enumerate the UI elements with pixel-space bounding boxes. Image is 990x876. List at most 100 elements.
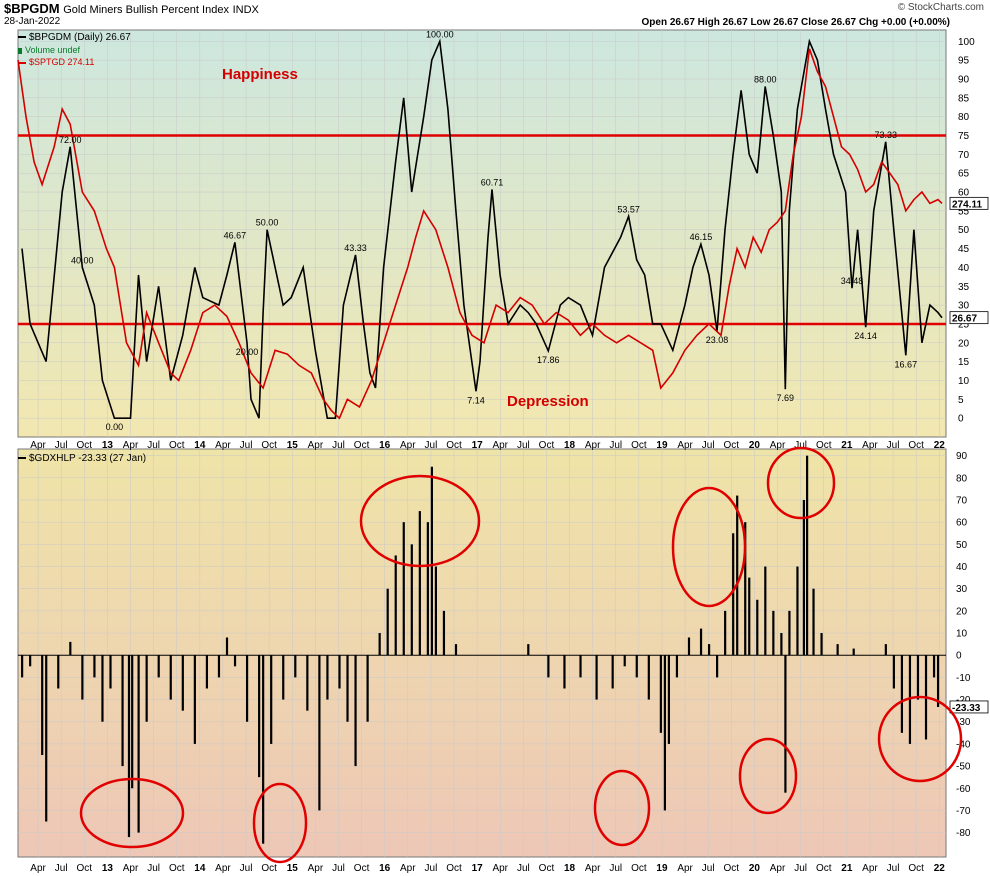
data-label: 46.67 [224,230,247,240]
x-tick-label: 21 [841,440,853,451]
y-tick-label: 75 [958,131,970,142]
gdxhlp-bar [611,655,614,689]
x-tick-label: Apr [215,863,231,874]
data-label: 60.71 [481,177,504,187]
chart-date: 28-Jan-2022 [4,16,61,27]
legend-item-volume: Volume undef [18,44,131,56]
y-tick-label: 80 [958,112,970,123]
gdxhlp-bar [233,655,237,667]
gdxhlp-bar [884,644,887,656]
y-tick-label: -40 [956,739,971,750]
y-tick-label: 30 [956,584,968,595]
x-tick-label: 21 [841,863,853,874]
gdxhlp-bar [667,655,671,744]
gdxhlp-bar [442,610,446,656]
x-tick-label: Apr [30,440,46,451]
top-panel-bg [17,29,947,438]
exchange: INDX [232,4,259,16]
gdxhlp-bar [306,655,309,711]
x-tick-label: 13 [102,440,114,451]
x-tick-label: Oct [261,440,277,451]
legend-label: Volume undef [25,45,81,55]
gdxhlp-bar [434,566,438,656]
y-tick-label: 50 [956,540,968,551]
gdxhlp-bar [623,655,626,667]
gdxhlp-bar [687,637,691,656]
x-tick-label: Apr [308,440,324,451]
x-tick-label: Oct [354,440,370,451]
gdxhlp-bar [579,655,582,678]
gdxhlp-bar [764,566,767,656]
x-tick-label: Apr [862,863,878,874]
data-label: 23.08 [706,335,729,345]
x-tick-label: Jul [517,863,530,874]
top-legend: $BPGDM (Daily) 26.67 Volume undef $SPTGD… [18,32,131,68]
highlight-circle [252,782,308,864]
y-tick-label: 40 [956,562,968,573]
x-tick-label: Jul [332,863,345,874]
x-tick-label: Jul [609,863,622,874]
x-tick-label: Apr [30,863,46,874]
x-tick-label: Jul [794,440,807,451]
y-tick-label: 30 [958,301,970,312]
x-tick-label: Jul [55,440,68,451]
y-tick-label: 70 [958,150,970,161]
gdxhlp-bar [820,633,823,656]
gdxhlp-bar [647,655,650,700]
x-tick-label: Jul [702,863,715,874]
x-tick-label: 13 [102,863,114,874]
gdxhlp-bar [29,655,32,667]
gdxhlp-bar [900,655,904,733]
x-tick-label: Jul [609,440,622,451]
gdxhlp-bar [788,610,791,656]
x-tick-label: Oct [446,863,462,874]
gdxhlp-bar [270,655,273,744]
x-tick-label: 16 [379,440,391,451]
x-tick-label: 19 [656,863,668,874]
y-tick-label: 90 [956,451,968,462]
gdxhlp-bar [756,599,759,656]
x-tick-label: Jul [240,863,253,874]
x-tick-label: Apr [862,440,878,451]
gdxhlp-bar [454,644,458,656]
x-tick-label: Jul [425,440,438,451]
gdxhlp-bar [699,628,703,656]
value-tag-label: 26.67 [952,314,977,325]
gdxhlp-bar [780,633,783,656]
legend-label: $GDXHLP -23.33 (27 Jan) [29,453,147,464]
chart-header: $BPGDM Gold Miners Bullish Percent Index… [0,0,990,30]
x-tick-label: Apr [585,440,601,451]
y-tick-label: 40 [958,263,970,274]
bpgdm-line [21,38,943,419]
gdxhlp-bar [282,655,285,700]
x-tick-label: Oct [724,863,740,874]
y-tick-label: 55 [958,206,970,217]
gdxhlp-bar [563,655,566,689]
x-tick-label: Jul [240,440,253,451]
gdxhlp-bar [326,655,329,700]
data-label: 24.14 [854,331,877,341]
x-tick-label: 15 [287,863,299,874]
brand-watermark[interactable]: © StockCharts.com [897,2,984,13]
x-tick-label: Apr [585,863,601,874]
gdxhlp-bar [748,577,751,656]
highlight-circle [359,474,481,568]
gdxhlp-bar [169,655,172,700]
highlight-circle [593,769,651,847]
gdxhlp-bar [127,655,131,838]
y-tick-label: 10 [958,376,970,387]
y-tick-label: 85 [958,93,970,104]
x-tick-label: Apr [308,863,324,874]
gdxhlp-bar [294,655,297,678]
x-tick-label: 14 [194,440,206,451]
gdxhlp-bar [732,533,735,656]
x-tick-label: Oct [169,440,185,451]
x-tick-label: Jul [887,440,900,451]
bottom-legend: $GDXHLP -23.33 (27 Jan) [18,453,146,464]
legend-swatch [18,47,22,54]
gdxhlp-bar [932,655,936,678]
sptgd-line [17,48,943,420]
highlight-circle [671,486,747,608]
gdxhlp-bar [318,655,321,811]
